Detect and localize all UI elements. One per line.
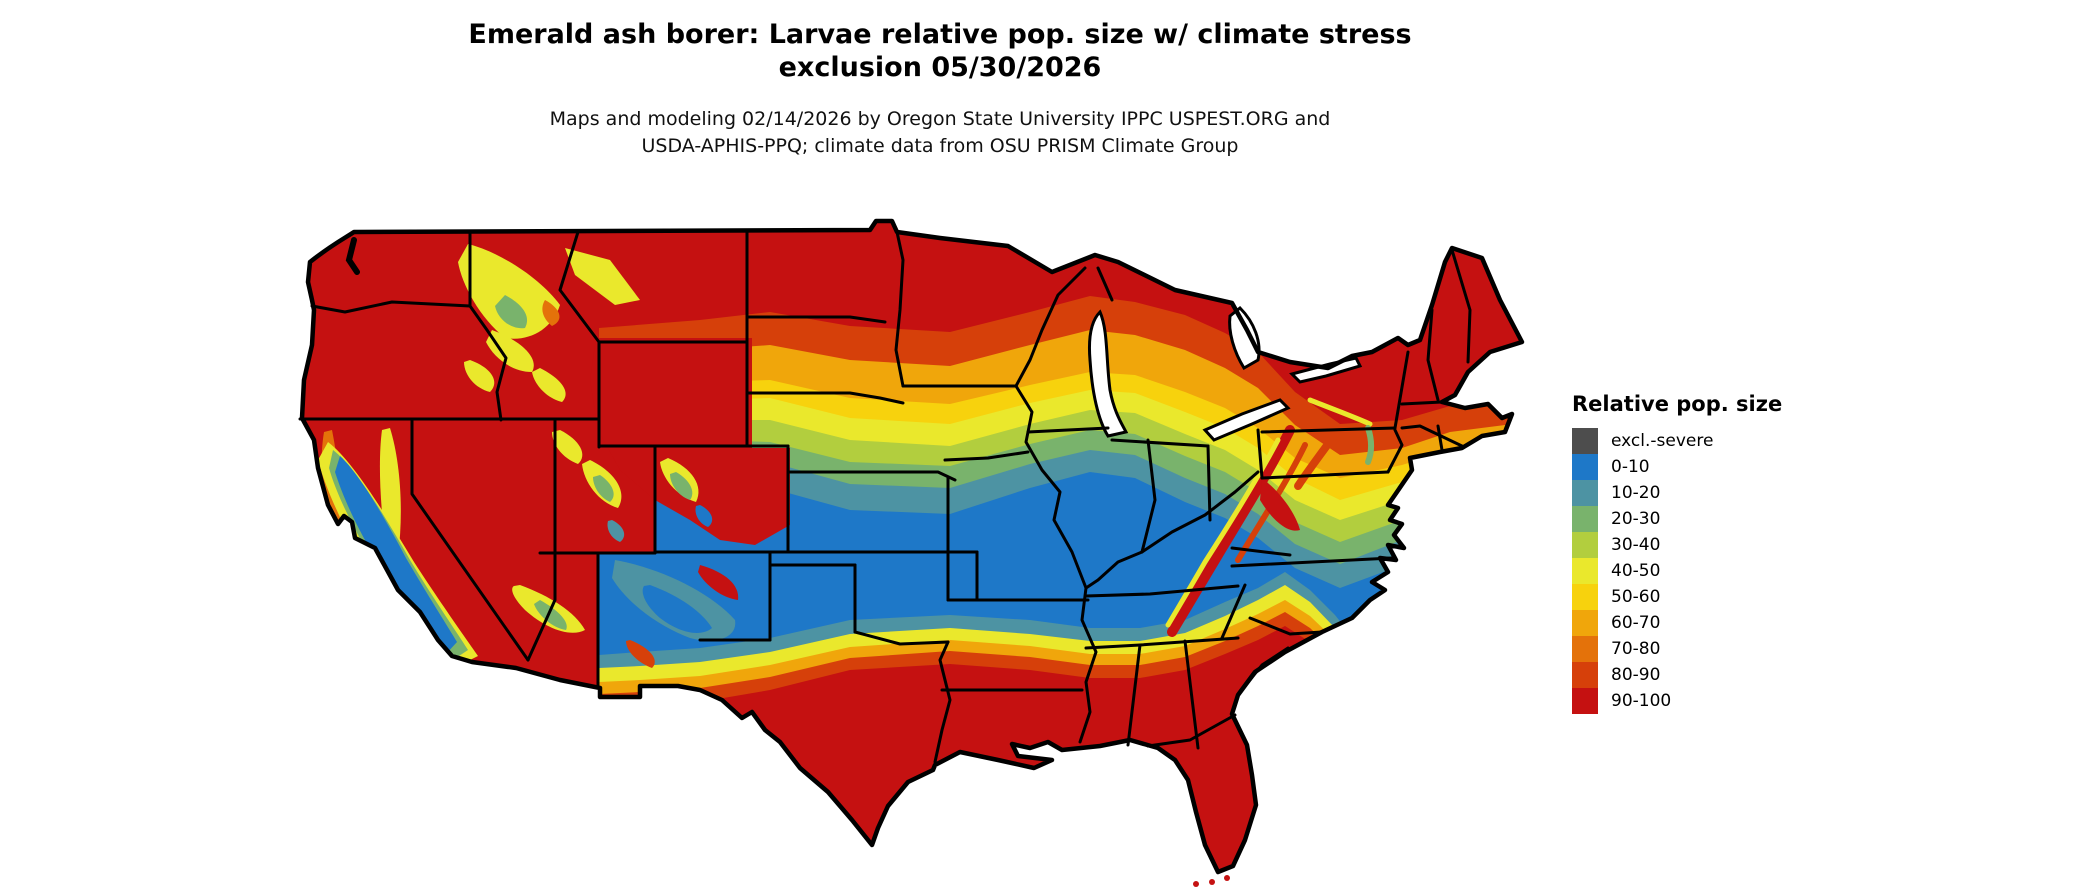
legend-swatch — [1572, 532, 1598, 558]
nm-red-patch — [698, 565, 739, 600]
legend-item-excl-severe: excl.-severe — [1572, 428, 1832, 454]
az-green-core — [534, 600, 567, 630]
cascades-yellow-patch — [458, 244, 560, 339]
legend-item-90-100: 90-100 — [1572, 688, 1832, 714]
legend-item-0-10: 0-10 — [1572, 454, 1832, 480]
legend-label: 50-60 — [1611, 587, 1661, 607]
map-title: Emerald ash borer: Larvae relative pop. … — [0, 18, 1880, 84]
puget-sound — [345, 237, 360, 275]
legend-item-20-30: 20-30 — [1572, 506, 1832, 532]
legend-item-10-20: 10-20 — [1572, 480, 1832, 506]
nm-blue-core — [642, 585, 712, 633]
map-title-line2: exclusion 05/30/2026 — [778, 52, 1102, 83]
legend-label: 70-80 — [1611, 639, 1661, 659]
us-outline — [299, 218, 1525, 875]
appalachian-red-streak — [1167, 425, 1295, 637]
colorado-blue-patch — [695, 505, 713, 527]
map-subtitle-line2: USDA-APHIS-PPQ; climate data from OSU PR… — [641, 135, 1239, 157]
legend-swatch — [1572, 558, 1598, 584]
legend-swatch — [1572, 506, 1598, 532]
lake-erie — [1202, 398, 1291, 442]
legend-label: 10-20 — [1611, 483, 1661, 503]
colorado-green-patch — [670, 472, 693, 500]
legend-item-40-50: 40-50 — [1572, 558, 1832, 584]
lake-ontario — [1289, 356, 1363, 384]
ny-yellow-streak — [1307, 397, 1373, 427]
lake-huron — [1228, 305, 1261, 371]
ne-wa-yellow-streak — [565, 248, 640, 305]
legend-swatch — [1572, 636, 1598, 662]
legend-item-30-40: 30-40 — [1572, 532, 1832, 558]
utah-teal-patch — [607, 520, 625, 542]
legend-item-50-60: 50-60 — [1572, 584, 1832, 610]
map-subtitle-line1: Maps and modeling 02/14/2026 by Oregon S… — [549, 108, 1331, 130]
map-subtitle: Maps and modeling 02/14/2026 by Oregon S… — [0, 106, 1880, 160]
legend-swatch — [1572, 454, 1598, 480]
legend-label: 20-30 — [1611, 509, 1661, 529]
legend-label: 80-90 — [1611, 665, 1661, 685]
legend-swatch — [1572, 688, 1598, 714]
legend-swatch — [1572, 662, 1598, 688]
nm-orange-patch — [626, 640, 655, 668]
legend-label: excl.-severe — [1611, 431, 1714, 451]
legend-swatch — [1572, 428, 1598, 454]
hudson-green-streak — [1365, 425, 1374, 465]
sierra-blue-core — [335, 456, 457, 654]
legend-label: 40-50 — [1611, 561, 1661, 581]
legend-swatch — [1572, 480, 1598, 506]
florida-keys — [1193, 875, 1230, 887]
legend-label: 90-100 — [1611, 691, 1672, 711]
legend-item-60-70: 60-70 — [1572, 610, 1832, 636]
pa-orange-streak — [1294, 424, 1344, 490]
header: Emerald ash borer: Larvae relative pop. … — [0, 18, 1880, 160]
raster-layers — [302, 221, 1522, 872]
lake-michigan — [1088, 309, 1129, 438]
nv-yellow-patch-1 — [464, 360, 495, 392]
legend-title: Relative pop. size — [1572, 392, 1783, 416]
nv-yellow-patch-2 — [552, 430, 583, 464]
legend-item-80-90: 80-90 — [1572, 662, 1832, 688]
idaho-yellow-patch-2 — [532, 368, 566, 402]
cascades-orange-patch — [542, 300, 560, 326]
cascades-green-patch — [495, 295, 528, 329]
legend-swatch — [1572, 610, 1598, 636]
legend-label: 0-10 — [1611, 457, 1650, 477]
legend-item-70-80: 70-80 — [1572, 636, 1832, 662]
idaho-yellow-patch-1 — [486, 330, 534, 372]
rockies-red-overlay — [590, 338, 790, 545]
legend: Relative pop. size excl.-severe 0-10 10-… — [1572, 392, 1832, 714]
utah-green-patch — [593, 475, 614, 502]
legend-swatch — [1572, 584, 1598, 610]
great-lakes — [1088, 305, 1363, 442]
wv-red-patch — [1260, 478, 1300, 531]
legend-label: 30-40 — [1611, 535, 1661, 555]
map-title-line1: Emerald ash borer: Larvae relative pop. … — [468, 19, 1412, 50]
legend-label: 60-70 — [1611, 613, 1661, 633]
